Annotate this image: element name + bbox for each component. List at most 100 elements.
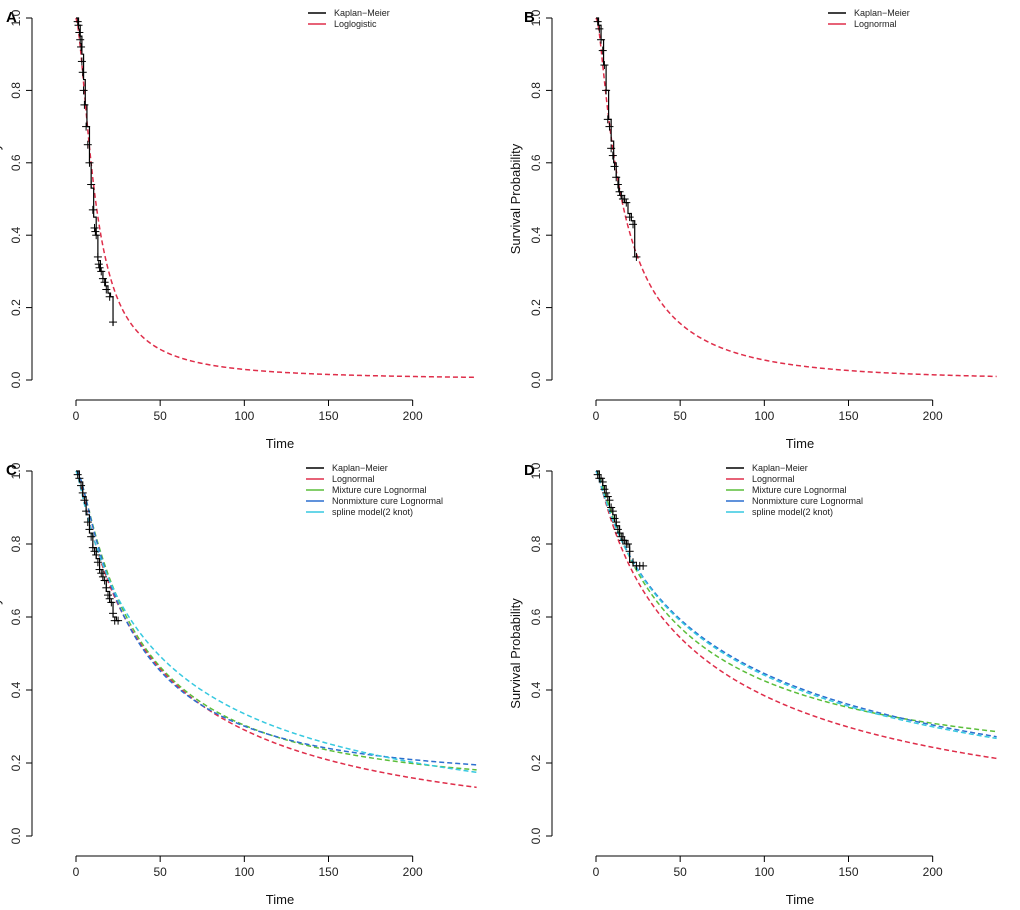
censor-mark [622,198,631,207]
y-tick-label: 1.0 [9,462,23,479]
series-lognormal [595,470,997,760]
y-tick-label: 1.0 [9,9,23,26]
censor-mark [100,278,109,287]
censor-mark [73,17,82,26]
panel-c: C 0.0 0.2 0.4 0.6 0.8 1.0 Survival Probability 0… [0,462,477,907]
censor-mark [87,180,96,189]
censor-mark [97,267,106,276]
y-axis-title: Survival Probability [0,143,3,254]
censor-mark [603,492,612,501]
censor-mark [82,122,91,131]
censor-mark [88,543,97,552]
series-lognormal [595,17,997,378]
y-tick-label: 0.2 [9,754,23,771]
x-axis-title: Time [266,436,294,451]
x-tick-label: 150 [318,409,338,423]
x-axis-title: Time [266,892,294,907]
x-tick-label: 150 [838,865,858,879]
series-loglogistic [75,17,477,379]
y-tick-label: 0.0 [9,827,23,844]
y-tick-label: 0.2 [9,299,23,316]
censor-mark [74,21,83,30]
x-tick-label: 0 [73,865,80,879]
censor-mark [87,532,96,541]
x-tick-label: 100 [754,865,774,879]
censor-mark [98,572,107,581]
y-tick-label: 0.8 [9,82,23,99]
y-tick-label: 1.0 [529,9,543,26]
x-tick-label: 50 [153,865,167,879]
censor-mark [600,61,609,70]
panel-letter: C [6,462,17,479]
legend-entry: Lognormal [752,474,795,484]
legend-entry: Lognormal [854,19,897,29]
panel-letter: B [524,9,535,26]
y-axis-title: Survival Probability [0,598,3,709]
censor-mark [607,144,616,153]
y-tick-label: 0.0 [529,827,543,844]
censor-mark [102,583,111,592]
censor-mark [600,485,609,494]
y-tick-label: 0.6 [9,154,23,171]
censor-mark [77,42,86,51]
censor-mark [615,187,624,196]
censor-mark [95,263,104,272]
x-tick-label: 0 [593,865,600,879]
censor-mark [615,529,624,538]
y-tick-label: 0.4 [9,227,23,244]
censor-mark [114,616,123,625]
y-tick-label: 0.4 [529,681,543,698]
censor-mark [605,122,614,131]
legend-entry: Nonmixture cure Lognormal [752,496,863,506]
legend-entry: Loglogistic [334,19,377,29]
censor-mark [103,591,112,600]
y-tick-label: 0.2 [529,754,543,771]
censor-mark [83,140,92,149]
censor-mark [77,57,86,66]
censor-mark [602,488,611,497]
legend-entry: Mixture cure Lognormal [752,485,847,495]
censor-mark [610,514,619,523]
x-tick-label: 200 [923,409,943,423]
legend-entry: spline model(2 knot) [752,507,833,517]
y-tick-label: 0.4 [529,227,543,244]
x-axis-title: Time [786,436,814,451]
censor-mark [77,481,86,490]
legend-entry: spline model(2 knot) [332,507,413,517]
censor-mark [90,547,99,556]
x-tick-label: 0 [73,409,80,423]
panel-letter: D [524,462,535,479]
censor-mark [109,318,118,327]
y-tick-label: 0.8 [529,82,543,99]
censor-mark [597,35,606,44]
x-tick-label: 200 [403,865,423,879]
x-tick-label: 200 [403,409,423,423]
censor-mark [612,173,621,182]
censor-mark [88,205,97,214]
legend-entry: Nonmixture cure Lognormal [332,496,443,506]
censor-mark [595,24,604,33]
y-tick-label: 0.0 [9,371,23,388]
censor-mark [91,227,100,236]
censor-mark [80,100,89,109]
series-nonmixture-cure-lognormal [75,470,477,766]
x-tick-label: 100 [754,409,774,423]
panel-b: B 0.0 0.2 0.4 0.6 0.8 1.0 Survival Probability 0… [508,8,997,451]
x-tick-label: 200 [923,865,943,879]
censor-mark [82,507,91,516]
series-mixture-cure-lognormal [75,470,477,771]
censor-mark [73,470,82,479]
censor-mark [612,518,621,527]
censor-mark [607,503,616,512]
censor-mark [597,474,606,483]
y-tick-label: 0.8 [529,535,543,552]
censor-mark [593,470,602,479]
censor-mark [620,536,629,545]
x-tick-label: 50 [673,409,687,423]
censor-mark [78,68,87,77]
censor-mark [75,28,84,37]
censor-mark [85,525,94,534]
x-tick-label: 50 [673,865,687,879]
